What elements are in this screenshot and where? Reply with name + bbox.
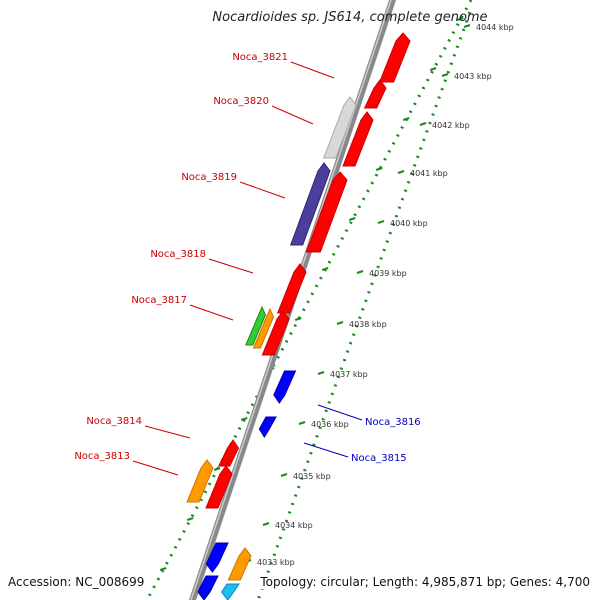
gene-label: Noca_3814 (86, 416, 142, 427)
scale-label: 4034 kbp (275, 521, 313, 530)
scale-label: 4040 kbp (390, 219, 428, 228)
scale-label: 4044 kbp (476, 23, 514, 32)
inner-ring-tick (356, 270, 364, 274)
accession-label: Accession: NC_008699 (6, 575, 147, 589)
scale-labels: 4044 kbp 4043 kbp 4042 kbp 4041 kbp 4040 kbp… (257, 23, 514, 567)
gene-arrow-1 (378, 32, 411, 83)
inner-ring-tick (377, 220, 385, 224)
inner-ring-tick (317, 371, 325, 375)
inner-ring-tick (441, 73, 449, 77)
outer-ring-tick (321, 267, 329, 271)
inner-ring-tick (280, 473, 288, 477)
label-connector (271, 105, 314, 125)
outer-ring-tick (375, 167, 383, 171)
gene-arrow-12 (258, 416, 277, 438)
gene-label: Noca_3821 (232, 52, 288, 63)
outer-ring-tick (429, 67, 437, 71)
label-connector (189, 304, 234, 321)
inner-ring-tick (463, 24, 471, 28)
outer-ring-tick (159, 567, 167, 571)
gene-label: Noca_3818 (150, 249, 206, 260)
gene-arrow-15 (205, 465, 233, 509)
label-connector (239, 181, 286, 199)
gene-labels: Noca_3821 Noca_3820 Noca_3819 Noca_3818 Noca… (74, 52, 420, 464)
outer-ring-tick (402, 117, 410, 121)
gene-label: Noca_3816 (365, 417, 421, 428)
gene-arrow-13 (218, 439, 240, 467)
inner-ring-tick (262, 522, 270, 526)
gene-arrow-10 (261, 310, 290, 356)
gene-arrow-8 (245, 305, 267, 346)
inner-ring-tick (336, 321, 344, 325)
gene-features (186, 32, 411, 600)
label-connector (303, 442, 349, 458)
gene-arrow-3 (322, 96, 357, 159)
outer-ring-tick (456, 17, 464, 21)
gene-arrow-5 (289, 162, 331, 246)
outer-ring-tick (186, 517, 194, 521)
gene-arrow-11 (273, 370, 297, 404)
gene-label: Noca_3819 (181, 172, 237, 183)
inner-ring-tick (298, 421, 306, 425)
scale-label: 4041 kbp (410, 169, 448, 178)
scale-label: 4036 kbp (311, 420, 349, 429)
scale-label: 4035 kbp (293, 472, 331, 481)
gene-label: Noca_3815 (351, 453, 407, 464)
outer-ring-tick (348, 217, 356, 221)
inner-ring-tick (419, 122, 427, 126)
gene-label: Noca_3817 (131, 295, 187, 306)
label-connectors (132, 61, 363, 476)
gene-arrow-2 (363, 79, 387, 109)
outer-ring-tick (213, 467, 221, 471)
inner-ring-tick (397, 170, 405, 174)
gene-label: Noca_3813 (74, 451, 130, 462)
tick-marks (159, 17, 471, 571)
gene-arrow-19 (221, 583, 240, 600)
gene-arrow-4 (342, 111, 374, 167)
scale-label: 4038 kbp (349, 320, 387, 329)
scale-label: 4043 kbp (454, 72, 492, 81)
label-connector (132, 460, 179, 476)
outer-tick-ring (145, 0, 473, 600)
gene-arrow-18 (197, 575, 219, 600)
gene-arrow-7 (276, 263, 307, 314)
label-connector (144, 425, 191, 439)
gene-label: Noca_3820 (213, 96, 269, 107)
label-connector (317, 404, 363, 421)
genome-info-label: Topology: circular; Length: 4,985,871 bp… (258, 575, 592, 589)
scale-label: 4042 kbp (432, 121, 470, 130)
gene-arrow-14 (186, 459, 214, 503)
gene-arrow-9 (252, 307, 275, 349)
gene-arrow-6 (305, 171, 348, 253)
label-connector (290, 61, 335, 79)
gene-arrow-17 (227, 547, 252, 581)
outer-ring-tick (294, 317, 302, 321)
map-title-text: Nocardioides sp. JS614, complete genome (212, 10, 488, 25)
gene-arrow-16 (205, 542, 229, 573)
scale-label: 4039 kbp (369, 269, 407, 278)
scale-label: 4033 kbp (257, 558, 295, 567)
outer-ring-tick (240, 417, 248, 421)
map-title: Nocardioides sp. JS614, complete genome (0, 10, 600, 25)
label-connector (208, 258, 254, 274)
scale-label: 4037 kbp (330, 370, 368, 379)
